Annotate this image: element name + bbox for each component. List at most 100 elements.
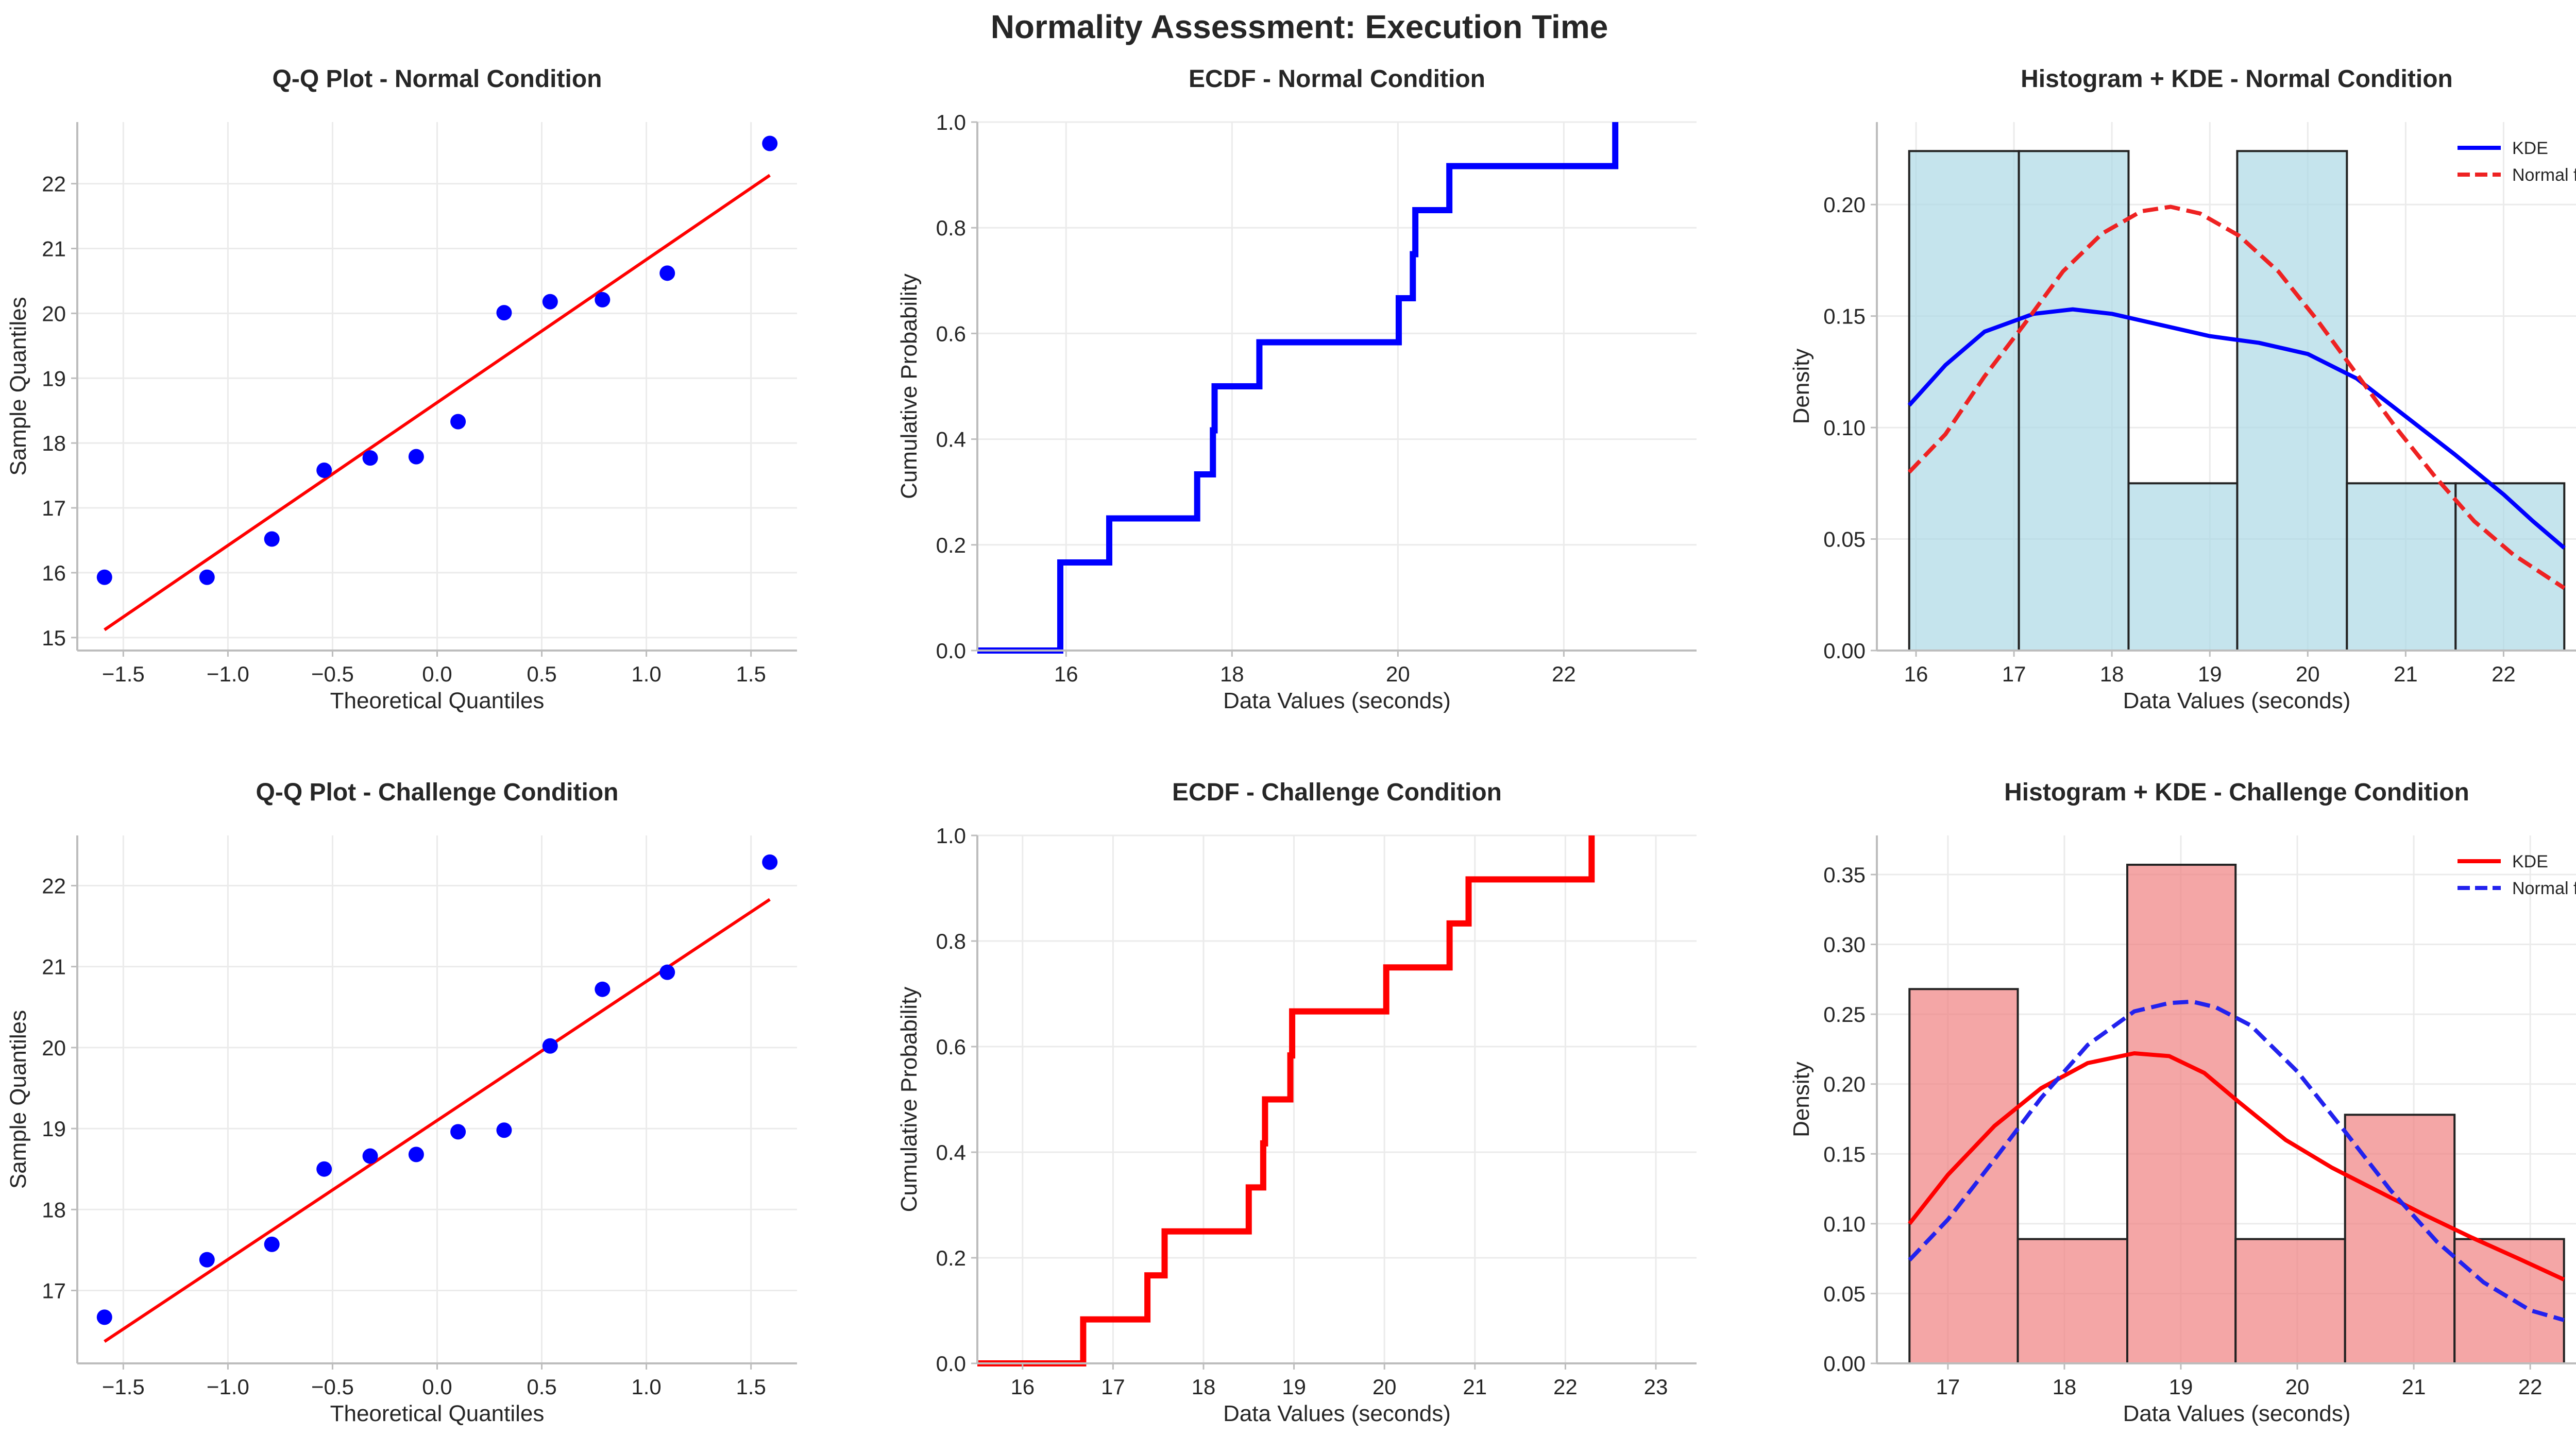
x-axis-label: Theoretical Quantiles bbox=[330, 1401, 545, 1426]
x-tick-label: 17 bbox=[2002, 662, 2026, 686]
y-tick-label: 16 bbox=[42, 561, 66, 585]
panel-title: Histogram + KDE - Challenge Condition bbox=[2004, 779, 2469, 806]
y-tick-label: 0.15 bbox=[1823, 1142, 1866, 1166]
x-tick-label: −1.0 bbox=[207, 662, 249, 686]
panel-title: Q-Q Plot - Challenge Condition bbox=[256, 779, 619, 806]
y-tick-label: 0.30 bbox=[1823, 933, 1866, 957]
x-axis-label: Data Values (seconds) bbox=[2123, 688, 2351, 713]
y-tick-label: 0.0 bbox=[936, 1352, 966, 1376]
y-tick-label: 0.20 bbox=[1823, 1072, 1866, 1097]
qq-point bbox=[408, 1147, 424, 1163]
qq-point bbox=[659, 265, 675, 281]
x-tick-label: 1.5 bbox=[736, 1375, 766, 1399]
y-tick-label: 0.2 bbox=[936, 1246, 966, 1270]
x-tick-label: 0.5 bbox=[527, 662, 556, 686]
x-tick-label: −1.5 bbox=[102, 662, 145, 686]
ecdf-step-line bbox=[977, 122, 1619, 654]
x-tick-label: 18 bbox=[1220, 662, 1244, 686]
qq-point bbox=[96, 569, 112, 585]
histogram-bar bbox=[1908, 988, 2019, 1364]
qq-point bbox=[408, 449, 424, 465]
x-tick-label: 0.0 bbox=[422, 1375, 452, 1399]
y-tick-label: 20 bbox=[42, 1036, 66, 1060]
y-tick-label: 0.8 bbox=[936, 216, 966, 240]
qq-point bbox=[264, 531, 280, 547]
y-axis-label: Density bbox=[1789, 349, 1814, 424]
x-tick-label: 21 bbox=[1463, 1375, 1487, 1399]
x-axis-label: Theoretical Quantiles bbox=[330, 688, 545, 713]
y-tick-label: 0.15 bbox=[1823, 304, 1866, 329]
x-tick-label: 23 bbox=[1644, 1375, 1668, 1399]
y-tick-label: 0.00 bbox=[1823, 639, 1866, 663]
y-tick-label: 21 bbox=[42, 236, 66, 261]
x-tick-label: 22 bbox=[1552, 662, 1576, 686]
x-axis-label: Data Values (seconds) bbox=[1223, 1401, 1451, 1426]
ecdf-step-line bbox=[977, 835, 1595, 1366]
y-axis-label: Cumulative Probability bbox=[896, 987, 922, 1212]
x-axis-label: Data Values (seconds) bbox=[2123, 1401, 2351, 1426]
y-tick-label: 19 bbox=[42, 1117, 66, 1141]
qq-point bbox=[542, 294, 558, 310]
legend-label: Normal fit bbox=[2512, 165, 2576, 185]
histogram-bar bbox=[2016, 1238, 2129, 1365]
x-tick-label: 20 bbox=[2285, 1375, 2310, 1399]
y-tick-label: 0.10 bbox=[1823, 1212, 1866, 1236]
y-tick-label: 0.0 bbox=[936, 639, 966, 663]
x-tick-label: 19 bbox=[1282, 1375, 1306, 1399]
panel-title: Histogram + KDE - Normal Condition bbox=[2021, 65, 2453, 93]
y-tick-label: 15 bbox=[42, 626, 66, 650]
histogram-bar bbox=[2346, 482, 2457, 652]
x-tick-label: 16 bbox=[1054, 662, 1078, 686]
legend-label: KDE bbox=[2512, 852, 2548, 871]
figure-title: Normality Assessment: Execution Time bbox=[991, 8, 1608, 45]
y-tick-label: 0.6 bbox=[936, 321, 966, 346]
normal-fit-curve bbox=[1907, 204, 2566, 590]
y-tick-label: 0.25 bbox=[1823, 1002, 1866, 1027]
x-tick-label: 19 bbox=[2198, 662, 2222, 686]
x-tick-label: 18 bbox=[2053, 1375, 2077, 1399]
x-tick-label: 16 bbox=[1904, 662, 1928, 686]
x-tick-label: 21 bbox=[2394, 662, 2418, 686]
x-tick-label: 18 bbox=[2100, 662, 2124, 686]
x-tick-label: 0.0 bbox=[422, 662, 452, 686]
x-tick-label: 21 bbox=[2402, 1375, 2426, 1399]
qq-point bbox=[496, 1122, 512, 1138]
qq-point bbox=[595, 981, 611, 997]
histogram-bar bbox=[2236, 150, 2348, 652]
x-tick-label: 1.0 bbox=[631, 662, 661, 686]
panel-title: Q-Q Plot - Normal Condition bbox=[273, 65, 602, 93]
histogram-bar bbox=[2126, 863, 2237, 1364]
qq-point bbox=[362, 450, 378, 466]
x-tick-label: 20 bbox=[1372, 1375, 1397, 1399]
histogram-bar bbox=[2127, 482, 2239, 652]
y-tick-label: 0.4 bbox=[936, 428, 966, 452]
qq-point bbox=[450, 1124, 466, 1140]
y-tick-label: 0.4 bbox=[936, 1140, 966, 1165]
panel-qq_challenge: −1.5 −1.0 −0.5 0.0 0.5 1.0 1.5 17 18 19 20 21 22 Q-Q … bbox=[6, 779, 797, 1426]
y-tick-label: 1.0 bbox=[936, 110, 966, 134]
qq-point bbox=[659, 964, 675, 980]
y-tick-label: 20 bbox=[42, 301, 66, 326]
normal-fit-curve bbox=[1908, 999, 2565, 1322]
qq-point bbox=[496, 305, 512, 321]
x-tick-label: 17 bbox=[1101, 1375, 1125, 1399]
y-tick-label: 0.05 bbox=[1823, 1281, 1866, 1306]
y-tick-label: 0.20 bbox=[1823, 193, 1866, 217]
x-tick-label: 1.0 bbox=[631, 1375, 661, 1399]
y-tick-label: 19 bbox=[42, 366, 66, 390]
qq-point bbox=[595, 292, 611, 307]
qq-point bbox=[316, 1161, 332, 1177]
histogram-bar bbox=[2453, 1238, 2565, 1365]
qq-point bbox=[199, 569, 215, 585]
panel-title: ECDF - Normal Condition bbox=[1189, 65, 1485, 93]
y-tick-label: 17 bbox=[42, 496, 66, 520]
panel-ecdf_normal: 16 18 20 22 0.0 0.2 0.4 0.6 0.8 1.0 ECDF - Normal … bbox=[896, 65, 1697, 713]
panel-ecdf_challenge: 16 17 18 19 20 21 22 23 0.0 0.2 0.4 0.6 0.8 1.0 ECDF -… bbox=[896, 779, 1697, 1426]
x-tick-label: −1.0 bbox=[207, 1375, 249, 1399]
panel-title: ECDF - Challenge Condition bbox=[1172, 779, 1502, 806]
histogram-bar bbox=[1908, 150, 2020, 652]
y-axis-label: Cumulative Probability bbox=[896, 273, 922, 499]
y-tick-label: 18 bbox=[42, 1198, 66, 1222]
histogram-bar bbox=[2234, 1238, 2346, 1365]
